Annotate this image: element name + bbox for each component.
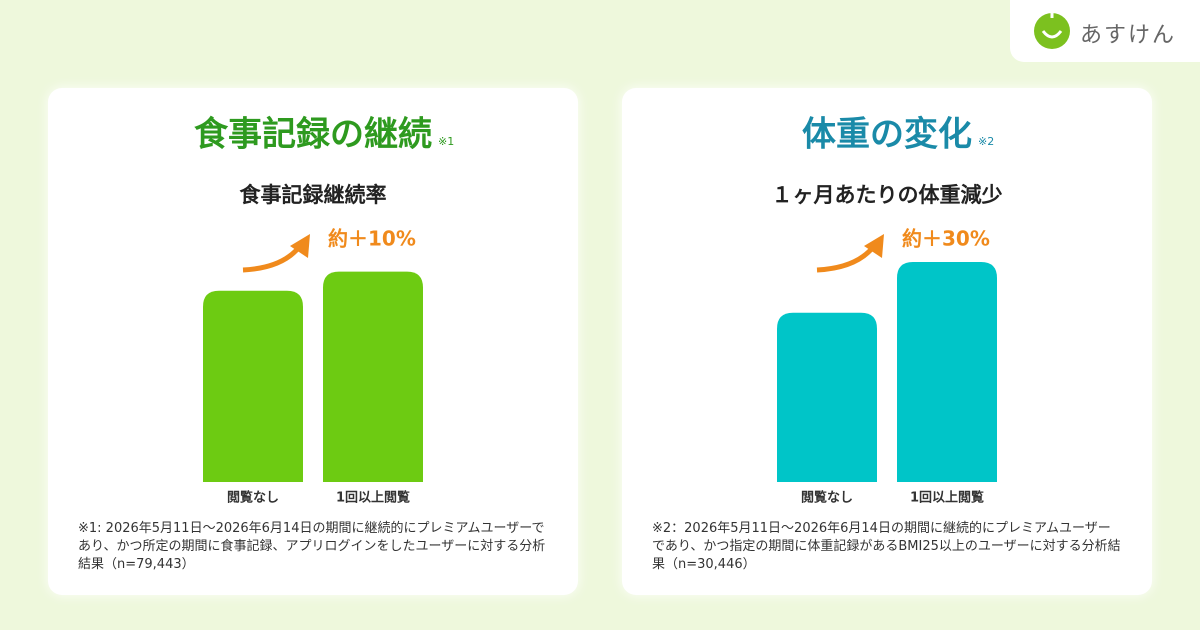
card: 食事記録の継続 ※1 食事記録継続率約＋10% 閲覧なし 1回以上閲覧 ※1: 2026年… <box>48 88 578 595</box>
footnote: ※1: 2026年5月11日～2026年6月14日の期間に継続的にプレミアムユー… <box>78 521 546 572</box>
logo-icon <box>1034 12 1070 49</box>
chart-subtitle: １ヶ月あたりの体重減少 <box>772 183 1003 207</box>
bar <box>323 271 423 482</box>
bar <box>203 290 303 482</box>
arrow <box>242 244 302 273</box>
x-tick-label: 閲覧なし <box>227 490 279 506</box>
bar <box>897 262 997 482</box>
footnote: ※2：2026年5月11日～2026年6月14日の期間に継続的にプレミアムユーザ… <box>652 521 1121 572</box>
chart-subtitle: 食事記録継続率 <box>240 183 387 207</box>
x-tick-label: 1回以上閲覧 <box>336 490 410 506</box>
annotation: 約＋10% <box>328 227 416 251</box>
bar <box>777 312 877 482</box>
x-tick-label: 閲覧なし <box>801 490 853 506</box>
title-note: ※1 <box>438 135 454 148</box>
chart-title: 食事記録の継続 <box>194 115 432 155</box>
arrow-head <box>290 234 310 258</box>
card: 体重の変化 ※2 １ヶ月あたりの体重減少約＋30% 閲覧なし 1回以上閲覧 ※2：2026… <box>622 88 1152 595</box>
arrow <box>816 244 876 273</box>
logo: あすけん <box>1010 0 1200 62</box>
title-note: ※2 <box>978 135 994 148</box>
arrow-head <box>864 234 884 258</box>
x-tick-label: 1回以上閲覧 <box>910 490 984 506</box>
chart-title: 体重の変化 <box>802 115 972 155</box>
annotation: 約＋30% <box>902 227 990 251</box>
logo-text: あすけん <box>1080 23 1177 48</box>
